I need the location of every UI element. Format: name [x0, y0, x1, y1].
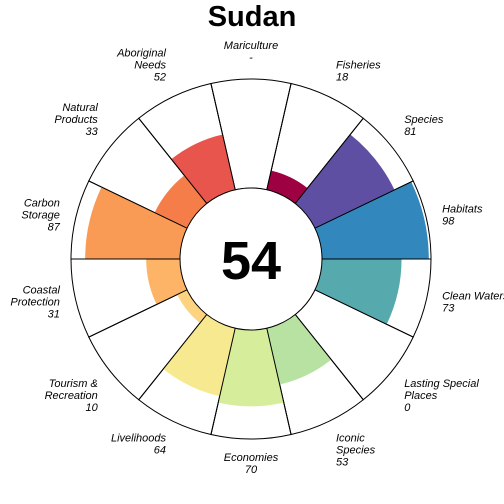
label-economies: Economies 70 [224, 452, 279, 476]
label-value: - [249, 52, 253, 64]
label-text: Species [336, 445, 376, 457]
bar-natural-products [154, 175, 207, 229]
label-text: Products [54, 114, 98, 126]
center-score: 54 [221, 231, 281, 291]
label-text: Lasting Special [404, 378, 479, 390]
label-tourism-recreation: Tourism & Recreation 10 [45, 378, 99, 414]
segment-divider [88, 180, 188, 229]
label-iconic-species: Iconic Species 53 [336, 433, 376, 469]
label-value: 18 [336, 71, 349, 83]
label-text: Iconic [336, 433, 365, 445]
center-circle [179, 187, 323, 331]
label-value: 64 [154, 445, 166, 457]
label-clean-waters: Clean Waters 73 [442, 291, 504, 315]
segment-divider [266, 328, 292, 435]
label-lasting-special-places: Lasting Special Places 0 [404, 378, 479, 414]
bar-clean-waters [314, 259, 402, 325]
bar-species [295, 134, 395, 229]
segment-divider [138, 314, 208, 401]
label-livelihoods: Livelihoods 64 [111, 433, 167, 457]
label-text: Places [404, 390, 438, 402]
label-text: Needs [134, 59, 166, 71]
segment-divider [210, 328, 236, 435]
label-text: Storage [21, 209, 60, 221]
bar-iconic-species [266, 314, 332, 385]
label-carbon-storage: Carbon Storage 87 [21, 197, 60, 233]
label-value: 10 [86, 402, 99, 414]
segment-divider [266, 83, 292, 190]
label-species: Species 81 [404, 114, 444, 138]
score-bars [85, 134, 429, 407]
label-habitats: Habitats 98 [442, 203, 483, 227]
label-text: Livelihoods [111, 433, 167, 445]
label-value: 81 [404, 126, 416, 138]
label-mariculture: Mariculture - [224, 40, 278, 64]
label-value: 52 [154, 71, 166, 83]
segment-divider [294, 314, 364, 401]
label-text: Coastal [23, 285, 61, 297]
label-fisheries: Fisheries 18 [336, 59, 381, 83]
label-value: 70 [245, 464, 258, 476]
label-value: 98 [442, 215, 455, 227]
label-coastal-protection: Coastal Protection 31 [10, 285, 60, 321]
label-aboriginal-needs: Aboriginal Needs 52 [116, 47, 166, 83]
label-value: 33 [86, 126, 99, 138]
segment-divider [314, 289, 414, 338]
segment-divider [138, 117, 208, 204]
label-text: Economies [224, 452, 279, 464]
label-text: Species [404, 114, 444, 126]
label-text: Habitats [442, 203, 483, 215]
bar-coastal-protection [146, 259, 188, 305]
bar-economies [218, 328, 284, 407]
segment-divider [88, 289, 188, 338]
label-value: 0 [404, 402, 411, 414]
label-text: Carbon [24, 197, 60, 209]
label-text: Natural [62, 102, 98, 114]
label-text: Protection [10, 297, 60, 309]
segment-divider [210, 83, 236, 190]
label-text: Aboriginal [116, 47, 166, 59]
chart-title: Sudan [208, 1, 297, 33]
label-value: 87 [48, 221, 61, 233]
segment-divider [314, 180, 414, 229]
label-value: 53 [336, 457, 349, 469]
label-text: Recreation [45, 390, 98, 402]
label-text: Fisheries [336, 59, 381, 71]
bar-fisheries [266, 170, 308, 204]
bar-livelihoods [163, 314, 236, 397]
bar-carbon-storage [85, 187, 188, 259]
segment-divider [294, 117, 364, 204]
label-text: Mariculture [224, 40, 278, 52]
label-text: Tourism & [49, 378, 98, 390]
label-value: 73 [442, 303, 455, 315]
bar-habitats [314, 181, 429, 259]
label-value: 31 [48, 309, 60, 321]
bar-tourism-recreation [177, 289, 207, 324]
label-natural-products: Natural Products 33 [54, 102, 98, 138]
label-text: Clean Waters [442, 291, 504, 303]
segment-dividers [71, 83, 431, 435]
bar-aboriginal-needs [171, 134, 236, 204]
